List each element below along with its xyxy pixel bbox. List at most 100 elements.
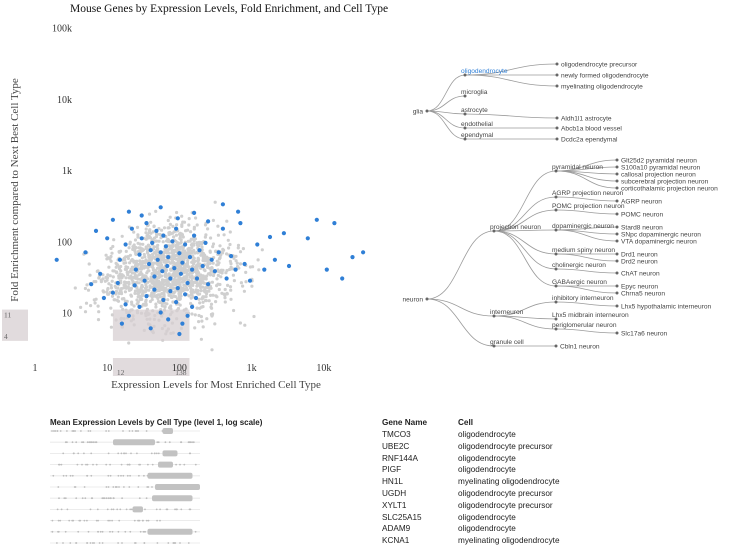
scatter-point[interactable]	[150, 240, 155, 245]
scatter-point[interactable]	[236, 209, 241, 214]
tree-node[interactable]	[554, 195, 558, 199]
scatter-point[interactable]	[206, 219, 211, 224]
scatter-point[interactable]	[144, 221, 149, 226]
scatter-point[interactable]	[98, 271, 103, 276]
scatter-point[interactable]	[129, 226, 134, 231]
tree-label-s100a10[interactable]: S100a10 pyramidal neuron	[621, 165, 701, 172]
tree-node[interactable]	[463, 94, 467, 98]
scatter-point[interactable]	[165, 263, 170, 269]
scatter-point[interactable]	[177, 251, 182, 256]
tree-node[interactable]	[615, 199, 619, 203]
tree-label-msn[interactable]: medium spiny neuron	[552, 247, 615, 254]
tree-node[interactable]	[554, 284, 558, 288]
scatter-point[interactable]	[229, 254, 234, 259]
tree-label-neuron[interactable]: neuron	[402, 297, 423, 304]
scatter-point[interactable]	[262, 267, 267, 272]
tree-node[interactable]	[425, 297, 429, 301]
tree-node[interactable]	[554, 344, 558, 348]
scatter-point[interactable]	[178, 271, 183, 276]
scatter-point[interactable]	[54, 257, 59, 262]
tree-label-dopaminergic[interactable]: dopaminergic neuron	[552, 223, 614, 230]
x-brush[interactable]	[112, 358, 190, 376]
scatter-point[interactable]	[161, 233, 166, 238]
tree-node[interactable]	[555, 116, 559, 120]
tree-label-periglomerular[interactable]: periglomerular neuron	[552, 322, 617, 329]
tree-label-agrp[interactable]: AGRP neuron	[621, 199, 662, 206]
tree-node[interactable]	[554, 300, 558, 304]
scatter-point[interactable]	[286, 263, 292, 269]
tree-node[interactable]	[615, 158, 619, 162]
tree-label-corticothalamic[interactable]: corticothalamic projection neuron	[621, 186, 718, 193]
tree-node[interactable]	[555, 73, 559, 77]
scatter-point[interactable]	[148, 248, 153, 253]
scatter-point[interactable]	[144, 294, 149, 299]
scatter-point[interactable]	[170, 239, 175, 244]
scatter-point[interactable]	[190, 304, 195, 309]
scatter-point[interactable]	[180, 321, 185, 326]
scatter-point[interactable]	[206, 282, 211, 287]
scatter-point[interactable]	[83, 250, 88, 255]
tree-node[interactable]	[463, 73, 467, 77]
scatter-point[interactable]	[238, 221, 243, 226]
scatter-point[interactable]	[117, 257, 122, 262]
tree-label-projection-neuron[interactable]: projection neuron	[490, 224, 541, 231]
scatter-point[interactable]	[115, 280, 120, 286]
scatter-point[interactable]	[137, 252, 142, 257]
tree-label-microglia[interactable]: microglia	[461, 89, 488, 96]
tree-node[interactable]	[615, 284, 619, 288]
scatter-point[interactable]	[203, 240, 208, 245]
tree-node[interactable]	[554, 317, 558, 321]
tree-label-newly-formed[interactable]: newly formed oligodendrocyte	[561, 73, 649, 80]
tree-node[interactable]	[492, 314, 496, 318]
scatter-point[interactable]	[142, 278, 147, 283]
tree-node[interactable]	[615, 304, 619, 308]
tree-label-vta[interactable]: VTA dopaminergic neuron	[621, 239, 697, 246]
tree-node[interactable]	[554, 252, 558, 256]
tree-label-granule[interactable]: granule cell	[490, 339, 524, 346]
scatter-point[interactable]	[314, 217, 319, 222]
scatter-point[interactable]	[123, 242, 128, 247]
tree-label-astrocyte[interactable]: astrocyte	[461, 107, 488, 114]
scatter-point[interactable]	[220, 226, 225, 231]
tree-node[interactable]	[555, 84, 559, 88]
scatter-point[interactable]	[132, 283, 137, 288]
tree-label-interneuron[interactable]: interneuron	[490, 309, 524, 316]
scatter-point[interactable]	[158, 310, 163, 315]
scatter-point[interactable]	[126, 313, 131, 318]
scatter-point[interactable]	[197, 248, 202, 253]
tree-label-lhx5-mid[interactable]: Lhx5 midbrain interneuron	[552, 312, 629, 319]
scatter-point[interactable]	[172, 266, 177, 271]
scatter-point[interactable]	[155, 257, 160, 262]
scatter-point[interactable]	[148, 326, 153, 331]
scatter-point[interactable]	[163, 244, 168, 249]
scatter-point[interactable]	[220, 202, 225, 207]
tree-node[interactable]	[463, 137, 467, 141]
tree-label-oligo-precursor[interactable]: oligodendrocyte precursor	[561, 62, 638, 69]
scatter-point[interactable]	[212, 269, 217, 274]
scatter-point[interactable]	[192, 210, 197, 215]
scatter-point[interactable]	[187, 255, 193, 260]
scatter-point[interactable]	[233, 267, 238, 272]
scatter-point[interactable]	[185, 313, 190, 318]
scatter-point[interactable]	[193, 295, 199, 301]
tree-node[interactable]	[492, 344, 496, 348]
scatter-point[interactable]	[123, 302, 128, 307]
scatter-point[interactable]	[194, 276, 200, 281]
scatter-point[interactable]	[272, 257, 277, 262]
scatter-point[interactable]	[158, 205, 163, 210]
tree-label-myelinating[interactable]: myelinating oligodendrocyte	[561, 84, 643, 91]
tree-node[interactable]	[615, 331, 619, 335]
tree-label-gabaergic[interactable]: GABAergic neuron	[552, 279, 607, 286]
tree-label-chrna5[interactable]: Chrna5 neuron	[621, 291, 665, 298]
scatter-point[interactable]	[340, 276, 345, 281]
scatter-point[interactable]	[105, 236, 110, 241]
scatter-point[interactable]	[180, 260, 185, 265]
tree-label-aldh1l1[interactable]: Aldh1l1 astrocyte	[561, 116, 612, 123]
scatter-point[interactable]	[216, 250, 221, 255]
scatter-point[interactable]	[160, 269, 165, 274]
tree-label-lhx5-hyp[interactable]: Lhx5 hypothalamic interneuron	[621, 304, 712, 311]
tree-label-pomc-proj[interactable]: POMC projection neuron	[552, 203, 625, 210]
scatter-point[interactable]	[174, 300, 179, 305]
tree-node[interactable]	[615, 232, 619, 236]
tree-label-pyramidal-neuron[interactable]: pyramidal neuron	[552, 164, 603, 171]
